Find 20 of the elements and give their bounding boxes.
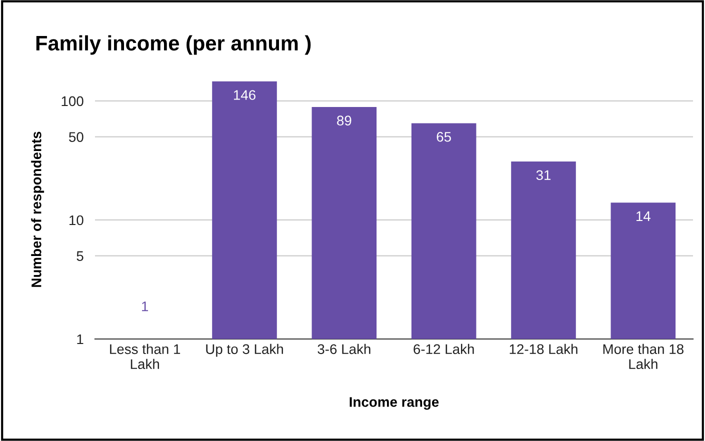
x-tick-label: Less than 1 Lakh [110, 344, 180, 370]
data-label: 146 [234, 90, 256, 100]
x-tick-label: 12-18 Lakh [510, 344, 578, 354]
x-tick-label: 6-12 Lakh [414, 344, 474, 354]
data-label: 89 [337, 116, 352, 126]
x-tick-label: More than 18 Lakh [603, 344, 684, 370]
chart-title: Family income (per annum ) [36, 35, 311, 55]
y-tick-label: 1 [77, 334, 84, 344]
data-label: 14 [636, 211, 650, 221]
data-label: 65 [436, 132, 451, 142]
y-axis-title: Number of respondents [31, 132, 44, 287]
data-label: 31 [536, 170, 551, 180]
y-tick-label: 50 [68, 132, 84, 142]
y-tick-label: 100 [62, 96, 84, 106]
y-tick-label: 5 [76, 251, 84, 261]
data-label: 1 [142, 302, 148, 312]
x-axis-title: Income range [350, 397, 439, 410]
x-tick-label: 3-6 Lakh [318, 344, 370, 354]
y-tick-label: 10 [70, 215, 84, 226]
x-tick-label: Up to 3 Lakh [206, 344, 283, 357]
